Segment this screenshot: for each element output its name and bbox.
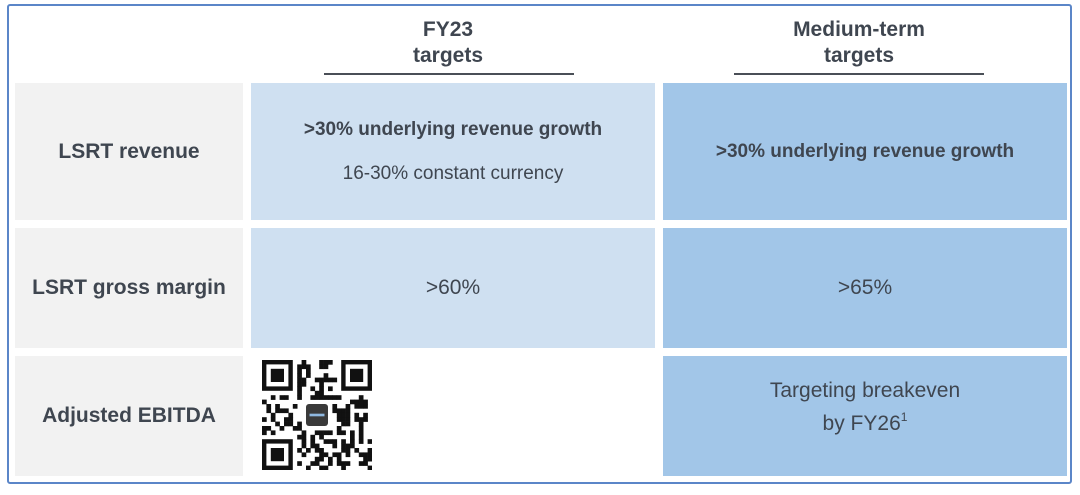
fy23-revenue-growth-target: >30% underlying revenue growth <box>303 118 603 140</box>
row-label-text: LSRT revenue <box>58 139 200 163</box>
fy23-lsrt-revenue-cell: >30% underlying revenue growth 16-30% co… <box>251 83 655 220</box>
footnote-marker: 1 <box>900 410 908 424</box>
qr-code-icon <box>262 360 373 471</box>
row-label-text: Adjusted EBITDA <box>42 404 216 427</box>
medium-header-underline <box>734 73 984 75</box>
medium-term-column-header: Medium-term targets <box>734 17 984 69</box>
fy23-header-line2: targets <box>412 44 484 67</box>
medium-lsrt-revenue-cell: >30% underlying revenue growth <box>663 83 1067 220</box>
fy23-header-line1: FY23 <box>422 18 474 41</box>
row-label-text: LSRT gross margin <box>32 276 226 299</box>
fy23-column-header: FY23 targets <box>322 17 574 69</box>
medium-header-line2: targets <box>823 44 895 67</box>
medium-ebitda-line2: by FY261 <box>823 404 908 437</box>
fy23-gross-margin-cell: >60% <box>251 228 655 348</box>
medium-revenue-growth-target: >30% underlying revenue growth <box>715 140 1015 162</box>
medium-header-line1: Medium-term <box>793 18 925 41</box>
medium-gross-margin-cell: >65% <box>663 228 1067 348</box>
medium-ebitda-line1: Targeting breakeven <box>769 379 961 402</box>
qr-code-graphic <box>262 360 373 471</box>
medium-ebitda-line2-text: by FY26 <box>822 412 901 435</box>
row-label-lsrt-gross-margin: LSRT gross margin <box>15 228 243 348</box>
fy23-constant-currency-target: 16-30% constant currency <box>342 162 564 184</box>
medium-ebitda-cell: Targeting breakeven by FY261 <box>663 356 1067 476</box>
fy23-gross-margin-target: >60% <box>425 276 481 299</box>
medium-gross-margin-target: >65% <box>837 276 893 299</box>
fy23-header-underline <box>324 73 574 75</box>
row-label-lsrt-revenue: LSRT revenue <box>15 83 243 220</box>
row-label-adjusted-ebitda: Adjusted EBITDA <box>15 356 243 476</box>
